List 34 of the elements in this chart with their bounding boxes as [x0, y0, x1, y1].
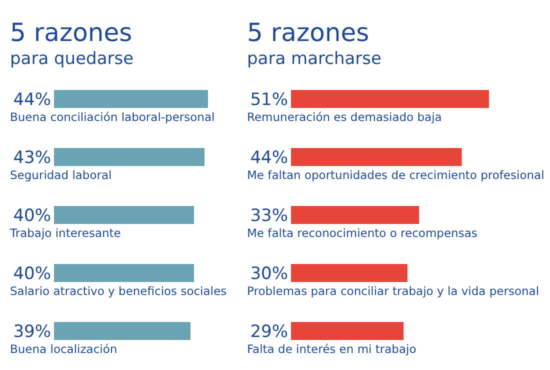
bar: [54, 206, 194, 224]
bar: [54, 322, 190, 340]
chart-title: 5 razones: [10, 18, 134, 48]
data-label: 43%: [13, 148, 51, 168]
data-label: 51%: [250, 90, 288, 110]
y-tick-label: Buena localización: [10, 342, 118, 356]
y-tick-label: Buena conciliación laboral-personal: [10, 110, 215, 124]
y-tick-label: Salario atractivo y beneficios sociales: [10, 284, 227, 298]
data-label: 39%: [13, 322, 51, 342]
y-tick-label: Problemas para conciliar trabajo y la vida personal: [247, 284, 540, 298]
bar: [291, 322, 404, 340]
bar: [54, 90, 208, 108]
chart-title: 5 razones: [247, 18, 370, 48]
bar: [291, 148, 462, 166]
y-tick-label: Me falta reconocimiento o recompensas: [247, 226, 478, 240]
data-label: 44%: [250, 148, 288, 168]
data-label: 29%: [250, 322, 288, 342]
data-label: 33%: [250, 206, 288, 226]
bar: [54, 264, 194, 282]
chart-subtitle: para quedarse: [10, 48, 135, 70]
y-tick-label: Remuneración es demasiado baja: [247, 110, 442, 124]
data-label: 44%: [13, 90, 51, 110]
data-label: 40%: [13, 206, 51, 226]
chart-subtitle: para marcharse: [247, 48, 382, 70]
y-tick-label: Falta de interés en mi trabajo: [247, 342, 416, 356]
data-label: 30%: [250, 264, 288, 284]
data-label: 40%: [13, 264, 51, 284]
bar: [291, 206, 420, 224]
y-tick-label: Trabajo interesante: [9, 226, 121, 240]
bar: [54, 148, 204, 166]
bar: [291, 264, 408, 282]
bar: [291, 90, 489, 108]
y-tick-label: Me faltan oportunidades de crecimiento profesional: [247, 168, 544, 182]
y-tick-label: Seguridad laboral: [10, 168, 112, 182]
